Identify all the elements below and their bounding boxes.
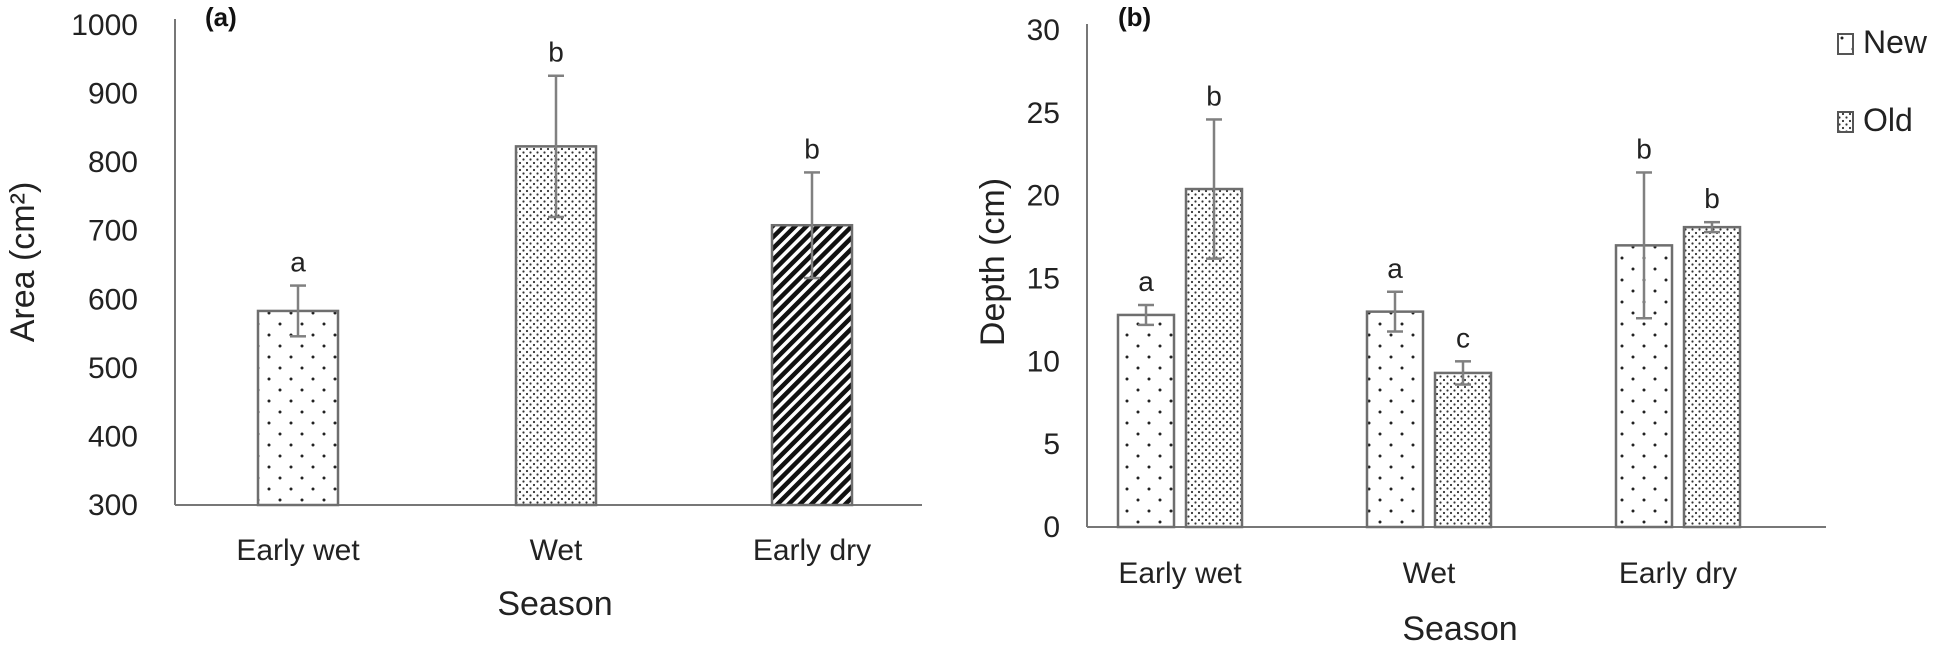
bar [1433,371,1493,529]
significance-letter: a [1138,266,1154,297]
significance-letter: a [290,247,306,278]
bar [1116,313,1176,529]
panel-a: (a) Area (cm²) Season 1000 900 800 700 600 50… [4,2,922,623]
significance-letter: b [1636,133,1652,164]
panel-a-x-axis-title: Season [497,585,612,623]
y-tick-label: 300 [88,489,138,522]
x-tick-label: Early wet [236,534,360,567]
y-tick-label: 700 [88,215,138,248]
x-tick-label: Early wet [1118,557,1242,590]
y-tick-label: 20 [1027,180,1060,213]
panel-a-x-ticks: Early wet Wet Early dry [236,534,871,567]
panel-b-x-axis-title: Season [1402,610,1517,648]
y-tick-label: 900 [88,78,138,111]
legend-swatch-old [1837,111,1854,133]
y-tick-label: 600 [88,283,138,316]
panel-b-bars: a a b b c b [1116,80,1742,529]
panel-a-y-ticks: 1000 900 800 700 600 500 400 300 [71,9,138,522]
legend-label-old: Old [1863,102,1913,138]
significance-letter: b [1704,183,1720,214]
y-tick-label: 10 [1027,345,1060,378]
x-tick-label: Early dry [753,534,871,567]
significance-letter: b [548,37,564,68]
panel-b-label: (b) [1118,2,1151,32]
y-tick-label: 5 [1043,428,1060,461]
y-tick-label: 800 [88,146,138,179]
panel-a-bars: a b b [256,37,854,507]
bar [1682,225,1742,529]
bar [256,309,340,507]
x-tick-label: Wet [1403,557,1456,590]
panel-a-label: (a) [205,2,237,32]
legend-label-new: New [1863,24,1928,60]
panel-a-y-axis-title: Area (cm²) [4,182,42,343]
y-tick-label: 30 [1027,14,1060,47]
y-tick-label: 25 [1027,97,1060,130]
panel-b-x-ticks: Early wet Wet Early dry [1118,557,1737,590]
y-tick-label: 500 [88,352,138,385]
y-tick-label: 0 [1043,511,1060,544]
panel-b: (b) Depth (cm) Season 30 25 20 15 10 5 0 a a b b c… [974,2,1928,648]
significance-letter: c [1456,322,1470,353]
y-tick-label: 1000 [71,9,138,42]
significance-letter: b [804,133,820,164]
significance-letter: b [1206,80,1222,111]
panel-b-y-axis-title: Depth (cm) [974,178,1012,346]
bar [1365,310,1425,529]
panel-b-y-ticks: 30 25 20 15 10 5 0 [1027,14,1060,544]
y-tick-label: 15 [1027,263,1060,296]
legend-swatch-new [1837,33,1854,55]
x-tick-label: Early dry [1619,557,1737,590]
significance-letter: a [1387,253,1403,284]
legend: New Old [1837,24,1928,138]
x-tick-label: Wet [530,534,583,567]
y-tick-label: 400 [88,420,138,453]
